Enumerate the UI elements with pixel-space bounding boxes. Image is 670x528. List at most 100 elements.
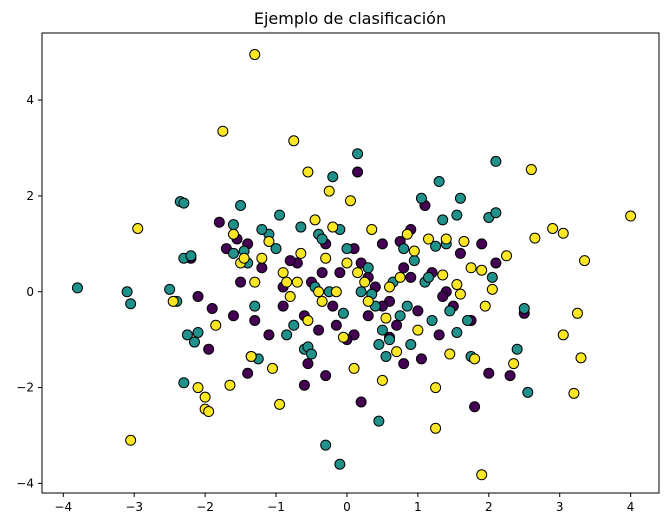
data-point-class-1-64 <box>188 336 200 348</box>
data-point-class-2-39 <box>412 324 424 336</box>
data-point-class-0-9 <box>256 262 268 274</box>
data-point-class-1-2 <box>125 298 137 310</box>
data-point-class-1-58 <box>511 343 523 355</box>
data-point-class-0-2 <box>235 276 247 288</box>
data-point-class-1-42 <box>415 192 427 204</box>
data-point-class-2-62 <box>476 469 488 481</box>
data-point-class-1-3 <box>164 283 176 295</box>
data-point-class-1-70 <box>256 223 268 235</box>
data-point-class-0-7 <box>263 329 275 341</box>
data-point-class-1-9 <box>181 329 193 341</box>
data-point-class-2-6 <box>132 223 144 234</box>
data-point-class-2-38 <box>401 228 413 240</box>
data-point-class-2-11 <box>199 391 211 403</box>
x-tick-label: −1 <box>267 500 285 514</box>
data-point-class-0-10 <box>277 300 289 312</box>
data-point-class-0-5 <box>227 310 239 322</box>
data-point-class-2-22 <box>291 276 303 288</box>
data-point-class-2-12 <box>210 319 222 331</box>
x-axis: −4 −3 −2 −1 0 1 2 3 4 <box>54 493 634 514</box>
data-point-class-1-52 <box>462 315 474 326</box>
data-point-class-2-52 <box>525 164 537 176</box>
data-point-class-0-33 <box>476 238 488 250</box>
data-point-class-1-50 <box>451 209 463 221</box>
data-point-class-1-44 <box>423 271 435 283</box>
data-point-class-0-14 <box>313 324 325 336</box>
data-point-class-0-20 <box>362 310 374 322</box>
data-point-class-2-5 <box>125 434 137 446</box>
data-point-class-2-59 <box>575 352 587 364</box>
data-point-class-1-62 <box>334 458 346 470</box>
y-tick-label: 0 <box>26 285 34 299</box>
data-point-class-2-21 <box>281 276 293 288</box>
data-point-class-2-28 <box>330 286 342 298</box>
data-point-class-0-55 <box>437 291 449 303</box>
data-point-class-2-25 <box>309 214 321 226</box>
data-point-class-2-40 <box>423 233 435 245</box>
x-tick-label: −3 <box>125 500 143 514</box>
data-point-class-2-50 <box>501 250 513 262</box>
data-point-class-0-30 <box>433 329 445 341</box>
data-point-class-2-75 <box>391 346 403 358</box>
data-point-class-1-72 <box>451 326 463 338</box>
data-point-class-2-74 <box>249 276 261 288</box>
y-tick-label: 4 <box>26 93 34 107</box>
data-point-class-2-18 <box>266 362 278 374</box>
data-point-class-0-38 <box>298 379 310 391</box>
data-point-class-2-77 <box>444 348 456 360</box>
data-point-class-0-41 <box>398 358 410 370</box>
data-point-class-1-60 <box>373 415 385 427</box>
data-point-class-2-44 <box>454 288 466 300</box>
data-point-class-2-66 <box>256 252 268 264</box>
data-point-class-1-14 <box>227 247 239 259</box>
data-point-class-2-47 <box>469 353 481 365</box>
x-tick-label: −4 <box>54 500 72 514</box>
data-point-class-2-58 <box>571 307 583 319</box>
data-point-class-1-26 <box>316 233 328 245</box>
data-point-class-0-3 <box>206 303 218 315</box>
data-point-class-2-70 <box>227 228 239 240</box>
data-point-class-2-31 <box>348 362 360 374</box>
data-point-class-2-49 <box>479 300 491 312</box>
data-point-class-0-61 <box>330 319 342 331</box>
data-point-class-2-2 <box>288 135 300 147</box>
data-point-class-0-32 <box>454 247 466 259</box>
data-point-class-0-52 <box>405 271 417 283</box>
data-point-class-0-54 <box>316 267 328 279</box>
data-point-class-2-42 <box>440 233 452 245</box>
data-point-class-2-30 <box>345 195 356 207</box>
x-tick-label: 1 <box>414 500 422 514</box>
data-point-class-2-72 <box>337 331 349 343</box>
data-point-class-1-66 <box>362 262 374 274</box>
data-point-class-1-45 <box>426 315 438 326</box>
data-point-class-0-35 <box>490 257 502 269</box>
y-tick-label: −2 <box>16 381 34 395</box>
data-point-class-1-40 <box>401 300 413 312</box>
data-point-class-1-67 <box>430 240 442 252</box>
data-point-class-1-30 <box>341 243 353 255</box>
data-point-class-0-34 <box>483 367 495 379</box>
data-point-class-1-73 <box>337 307 349 319</box>
data-point-class-1-31 <box>352 148 364 160</box>
chart-title: Ejemplo de clasificación <box>254 9 446 28</box>
data-point-class-2-27 <box>320 252 332 264</box>
data-point-class-0-36 <box>504 370 516 382</box>
data-point-class-1-57 <box>490 155 502 167</box>
data-point-class-1-59 <box>522 386 534 398</box>
data-point-class-2-1 <box>217 125 229 137</box>
data-point-class-1-49 <box>444 305 456 317</box>
data-point-class-0-24 <box>391 319 403 331</box>
data-point-class-2-10 <box>192 382 204 394</box>
data-point-class-2-69 <box>437 269 449 281</box>
data-point-class-2-23 <box>295 247 307 259</box>
y-tick-label: 2 <box>26 189 34 203</box>
data-point-class-0-59 <box>302 358 314 370</box>
y-axis: −4 −2 0 2 4 <box>16 93 42 490</box>
data-point-class-1-35 <box>376 324 388 336</box>
data-point-class-2-41 <box>430 382 442 394</box>
data-point-class-1-41 <box>405 338 417 350</box>
data-point-class-1-12 <box>227 219 239 231</box>
data-point-class-1-68 <box>295 221 307 233</box>
x-tick-label: 4 <box>627 500 635 514</box>
data-point-class-1-55 <box>486 271 498 283</box>
